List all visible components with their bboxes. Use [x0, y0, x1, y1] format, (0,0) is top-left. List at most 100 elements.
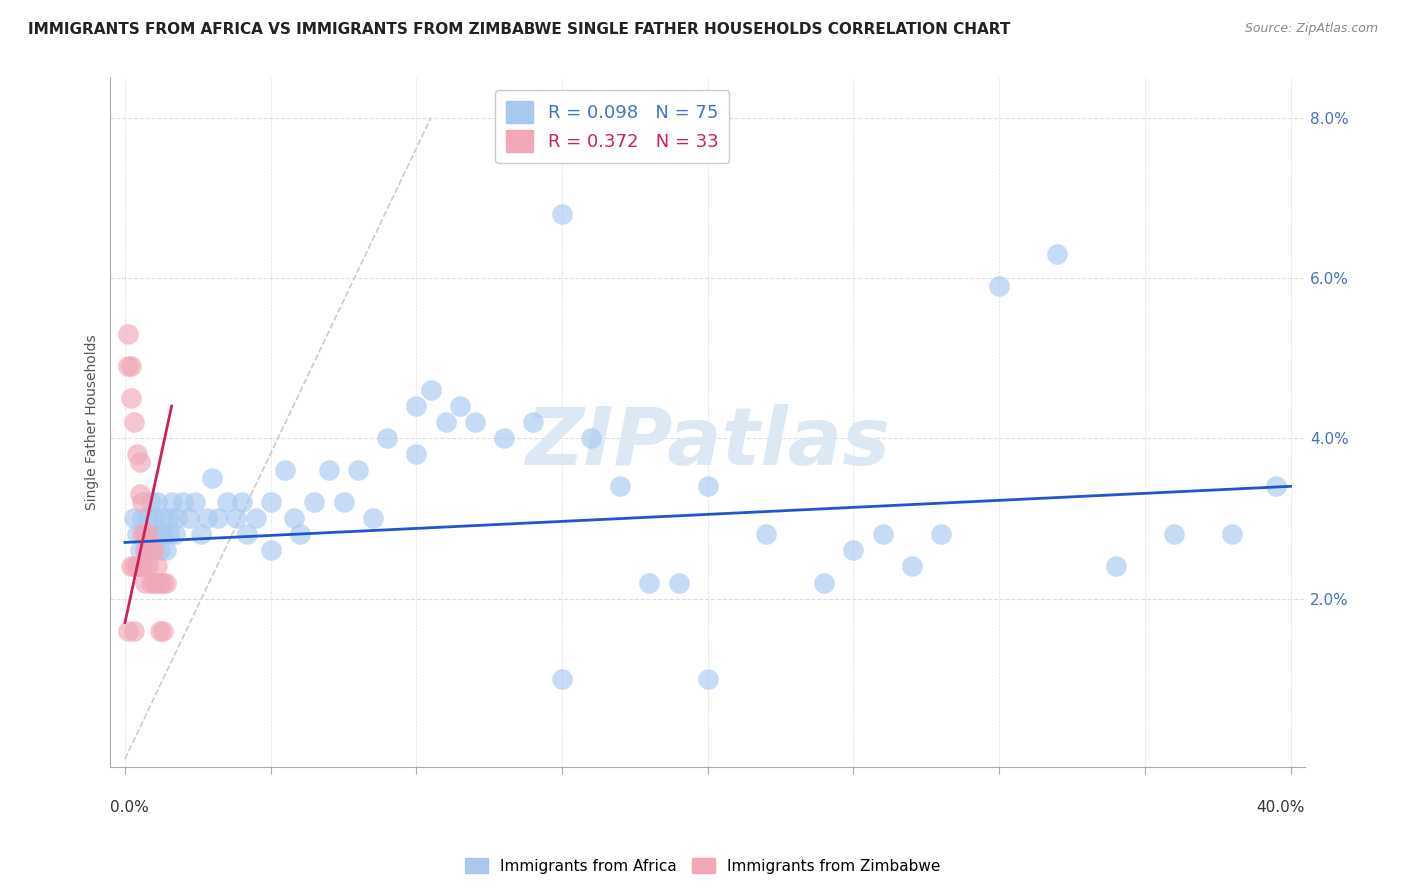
- Point: [143, 527, 166, 541]
- Point: [122, 624, 145, 638]
- Point: [551, 207, 574, 221]
- Point: [872, 527, 894, 541]
- Point: [332, 495, 354, 509]
- Point: [177, 511, 200, 525]
- Point: [136, 527, 159, 541]
- Text: IMMIGRANTS FROM AFRICA VS IMMIGRANTS FROM ZIMBABWE SINGLE FATHER HOUSEHOLDS CORR: IMMIGRANTS FROM AFRICA VS IMMIGRANTS FRO…: [28, 22, 1011, 37]
- Point: [405, 399, 427, 413]
- Legend: Immigrants from Africa, Immigrants from Zimbabwe: Immigrants from Africa, Immigrants from …: [458, 852, 948, 880]
- Point: [152, 575, 174, 590]
- Point: [434, 415, 457, 429]
- Point: [245, 511, 267, 525]
- Point: [1046, 247, 1069, 261]
- Point: [304, 495, 326, 509]
- Point: [136, 527, 159, 541]
- Point: [149, 624, 172, 638]
- Point: [813, 575, 835, 590]
- Point: [149, 543, 172, 558]
- Point: [201, 471, 224, 485]
- Point: [163, 527, 186, 541]
- Point: [755, 527, 778, 541]
- Point: [141, 543, 163, 558]
- Point: [1105, 559, 1128, 574]
- Point: [131, 495, 153, 509]
- Point: [184, 495, 207, 509]
- Point: [274, 463, 297, 477]
- Point: [141, 575, 163, 590]
- Point: [157, 527, 180, 541]
- Point: [157, 511, 180, 525]
- Point: [128, 543, 150, 558]
- Point: [195, 511, 218, 525]
- Point: [929, 527, 952, 541]
- Point: [146, 495, 169, 509]
- Point: [215, 495, 238, 509]
- Point: [131, 559, 153, 574]
- Y-axis label: Single Father Households: Single Father Households: [86, 334, 100, 510]
- Point: [900, 559, 922, 574]
- Point: [143, 511, 166, 525]
- Point: [551, 672, 574, 686]
- Point: [128, 455, 150, 469]
- Point: [146, 559, 169, 574]
- Point: [347, 463, 370, 477]
- Text: Source: ZipAtlas.com: Source: ZipAtlas.com: [1244, 22, 1378, 36]
- Point: [134, 543, 156, 558]
- Point: [225, 511, 247, 525]
- Point: [131, 511, 153, 525]
- Point: [149, 575, 172, 590]
- Point: [122, 415, 145, 429]
- Point: [128, 487, 150, 501]
- Point: [128, 559, 150, 574]
- Point: [609, 479, 631, 493]
- Point: [155, 575, 177, 590]
- Point: [260, 543, 283, 558]
- Point: [236, 527, 259, 541]
- Point: [988, 279, 1011, 293]
- Point: [166, 511, 188, 525]
- Point: [1220, 527, 1243, 541]
- Point: [152, 527, 174, 541]
- Point: [361, 511, 384, 525]
- Point: [146, 575, 169, 590]
- Point: [405, 447, 427, 461]
- Text: 0.0%: 0.0%: [111, 800, 149, 814]
- Point: [152, 624, 174, 638]
- Point: [207, 511, 229, 525]
- Point: [134, 575, 156, 590]
- Point: [318, 463, 340, 477]
- Point: [117, 326, 139, 341]
- Point: [375, 431, 398, 445]
- Point: [141, 543, 163, 558]
- Point: [149, 527, 172, 541]
- Point: [172, 495, 194, 509]
- Point: [231, 495, 253, 509]
- Point: [1265, 479, 1288, 493]
- Point: [117, 624, 139, 638]
- Legend: R = 0.098   N = 75, R = 0.372   N = 33: R = 0.098 N = 75, R = 0.372 N = 33: [495, 90, 730, 163]
- Point: [120, 559, 142, 574]
- Point: [1163, 527, 1185, 541]
- Point: [260, 495, 283, 509]
- Point: [288, 527, 311, 541]
- Point: [120, 359, 142, 373]
- Point: [696, 672, 718, 686]
- Point: [131, 559, 153, 574]
- Point: [134, 527, 156, 541]
- Point: [283, 511, 305, 525]
- Point: [131, 527, 153, 541]
- Point: [464, 415, 486, 429]
- Point: [143, 575, 166, 590]
- Point: [160, 495, 183, 509]
- Point: [134, 527, 156, 541]
- Point: [125, 447, 148, 461]
- Point: [136, 511, 159, 525]
- Point: [155, 543, 177, 558]
- Point: [122, 559, 145, 574]
- Point: [579, 431, 602, 445]
- Point: [120, 391, 142, 405]
- Point: [668, 575, 690, 590]
- Point: [134, 543, 156, 558]
- Point: [842, 543, 865, 558]
- Point: [141, 495, 163, 509]
